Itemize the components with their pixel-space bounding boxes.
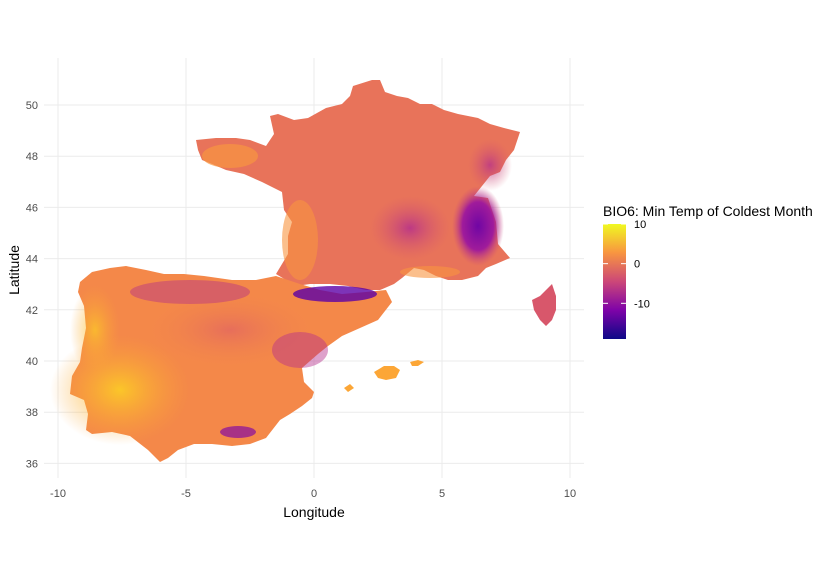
cold-region-alps xyxy=(452,186,504,266)
warm-region-brittany xyxy=(202,144,258,168)
legend: BIO6: Min Temp of Coldest Month 10 0 -10 xyxy=(603,203,813,339)
cool-region-vosges-jura xyxy=(468,139,512,191)
y-axis-ticks: 36 38 40 42 44 46 48 50 xyxy=(26,100,38,470)
x-tick-label-3: 5 xyxy=(439,488,445,500)
legend-ticks: 10 0 -10 xyxy=(603,219,650,310)
legend-tick-label-1: 0 xyxy=(634,259,640,271)
map-regions xyxy=(50,80,556,462)
x-tick-label-4: 10 xyxy=(564,488,576,500)
y-tick-label-2: 40 xyxy=(26,356,38,368)
y-axis-title: Latitude xyxy=(6,245,22,295)
legend-tick-label-2: -10 xyxy=(634,298,650,310)
region-mallorca xyxy=(374,366,400,380)
cool-region-iberian-meseta xyxy=(140,290,320,370)
cool-region-cantabrian xyxy=(130,280,250,304)
x-axis-ticks: -10 -5 0 5 10 xyxy=(50,488,576,500)
cool-region-massif-central xyxy=(370,196,450,260)
y-tick-label-6: 48 xyxy=(26,151,38,163)
x-tick-label-1: -5 xyxy=(181,488,191,500)
y-tick-label-4: 44 xyxy=(26,254,38,266)
legend-tick-label-0: 10 xyxy=(634,219,646,231)
y-tick-label-3: 42 xyxy=(26,305,38,317)
cool-region-sierra-nevada xyxy=(220,426,256,438)
x-tick-label-2: 0 xyxy=(311,488,317,500)
y-tick-label-0: 36 xyxy=(26,458,38,470)
region-ibiza xyxy=(344,384,354,392)
region-menorca xyxy=(410,360,424,366)
warm-region-aquitaine xyxy=(282,200,318,280)
y-tick-label-7: 50 xyxy=(26,100,38,112)
warm-region-portugal-north xyxy=(70,285,120,375)
region-corsica xyxy=(532,284,556,326)
y-tick-label-5: 46 xyxy=(26,202,38,214)
warm-region-mediterranean-coast xyxy=(400,266,460,278)
cool-region-iberian-system xyxy=(272,332,328,368)
cold-region-pyrenees xyxy=(293,286,377,302)
x-axis-title: Longitude xyxy=(283,504,345,520)
legend-colorbar xyxy=(603,224,626,339)
legend-title: BIO6: Min Temp of Coldest Month xyxy=(603,203,813,219)
x-tick-label-0: -10 xyxy=(50,488,66,500)
y-tick-label-1: 38 xyxy=(26,407,38,419)
